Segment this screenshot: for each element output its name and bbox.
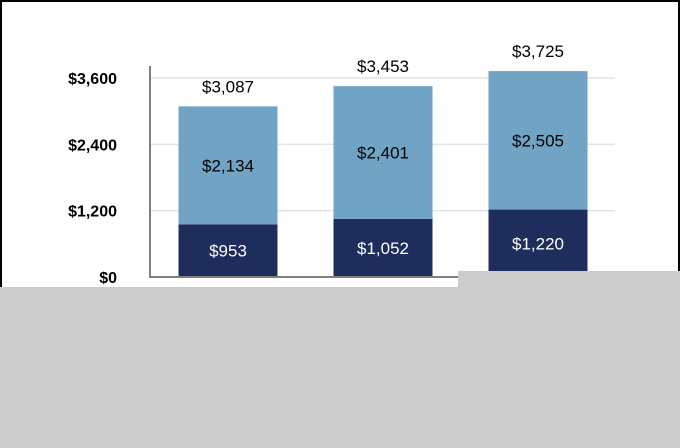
bar-segment-lower [178, 224, 278, 277]
bar-total-label: $3,087 [202, 77, 254, 96]
bar-segment-value-label: $2,401 [357, 143, 409, 162]
bar-segment-lower [488, 209, 588, 277]
data-labels: $953 $2,134 $3,087 $1,052 $2,401 $3,453 $1,220… [202, 42, 564, 261]
bar-total-label: $3,453 [357, 57, 409, 76]
bar-segment-value-label: $2,505 [512, 131, 564, 150]
bar-segment-value-label: $953 [209, 242, 247, 261]
occluding-overlay [0, 271, 680, 448]
y-tick-label: $3,600 [68, 71, 117, 88]
bar-segment-value-label: $1,052 [357, 239, 409, 258]
bar-segment-upper [178, 106, 278, 225]
bar-total-label: $3,725 [512, 42, 564, 61]
y-axis-ticks: $0 $1,200 $2,400 $3,600 [68, 71, 117, 287]
bar-segment-value-label: $1,220 [512, 234, 564, 253]
bar-segment-upper [488, 71, 588, 210]
bar-segment-lower [333, 218, 433, 277]
bars [178, 71, 588, 277]
y-tick-label: $2,400 [68, 137, 117, 154]
bar-segment-upper [333, 86, 433, 219]
y-tick-label: $1,200 [68, 204, 117, 221]
y-tick-label: $0 [99, 270, 117, 287]
bar-segment-value-label: $2,134 [202, 156, 254, 175]
